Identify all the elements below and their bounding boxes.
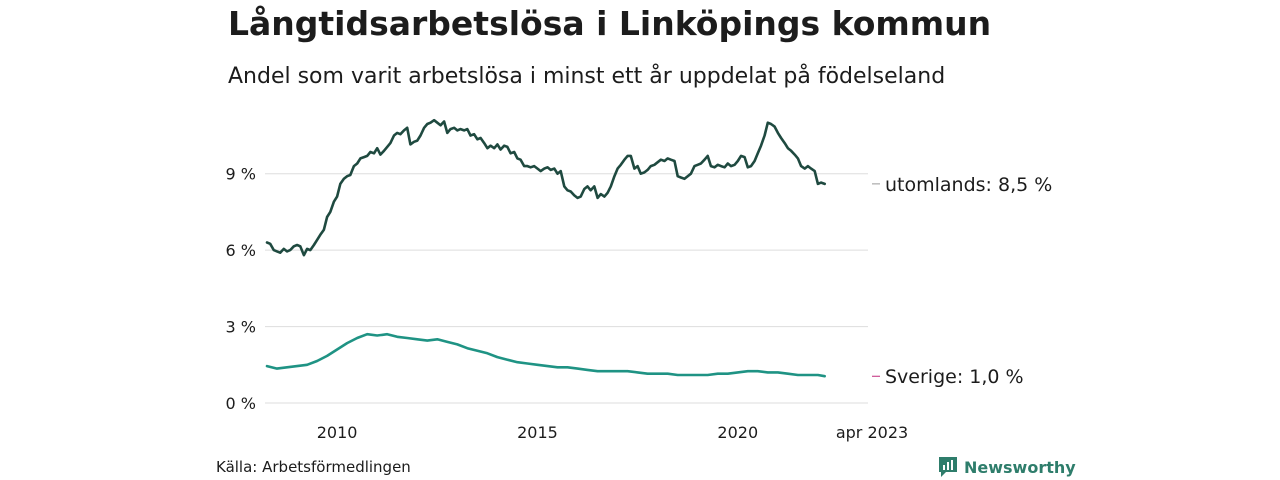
x-axis-ticks: 2010 2015 2020 apr 2023 bbox=[317, 423, 908, 442]
end-labels: utomlands: 8,5 % Sverige: 1,0 % bbox=[872, 174, 1052, 388]
y-tick-label: 0 % bbox=[226, 394, 256, 413]
source-note: Källa: Arbetsförmedlingen bbox=[216, 458, 411, 476]
series-line-utomlands bbox=[265, 118, 826, 257]
end-label-utomlands: utomlands: 8,5 % bbox=[885, 174, 1052, 196]
x-tick-label: apr 2023 bbox=[836, 423, 908, 442]
x-tick-label: 2020 bbox=[717, 423, 758, 442]
series-lines bbox=[265, 118, 826, 378]
end-label-sverige: Sverige: 1,0 % bbox=[885, 366, 1024, 388]
x-tick-label: 2010 bbox=[317, 423, 358, 442]
y-tick-label: 6 % bbox=[226, 241, 256, 260]
gridlines bbox=[265, 173, 868, 404]
series-line-sverige bbox=[265, 332, 826, 378]
x-tick-label: 2015 bbox=[517, 423, 558, 442]
y-tick-label: 9 % bbox=[226, 165, 256, 184]
newsworthy-logo-icon bbox=[939, 457, 957, 477]
y-axis-ticks: 0 % 3 % 6 % 9 % bbox=[226, 165, 256, 413]
chart-subtitle: Andel som varit arbetslösa i minst ett å… bbox=[228, 64, 946, 89]
y-tick-label: 3 % bbox=[226, 318, 256, 337]
brand-logo: Newsworthy bbox=[938, 455, 1076, 479]
brand-name: Newsworthy bbox=[964, 457, 1076, 477]
chart-title: Långtidsarbetslösa i Linköpings kommun bbox=[228, 4, 992, 43]
